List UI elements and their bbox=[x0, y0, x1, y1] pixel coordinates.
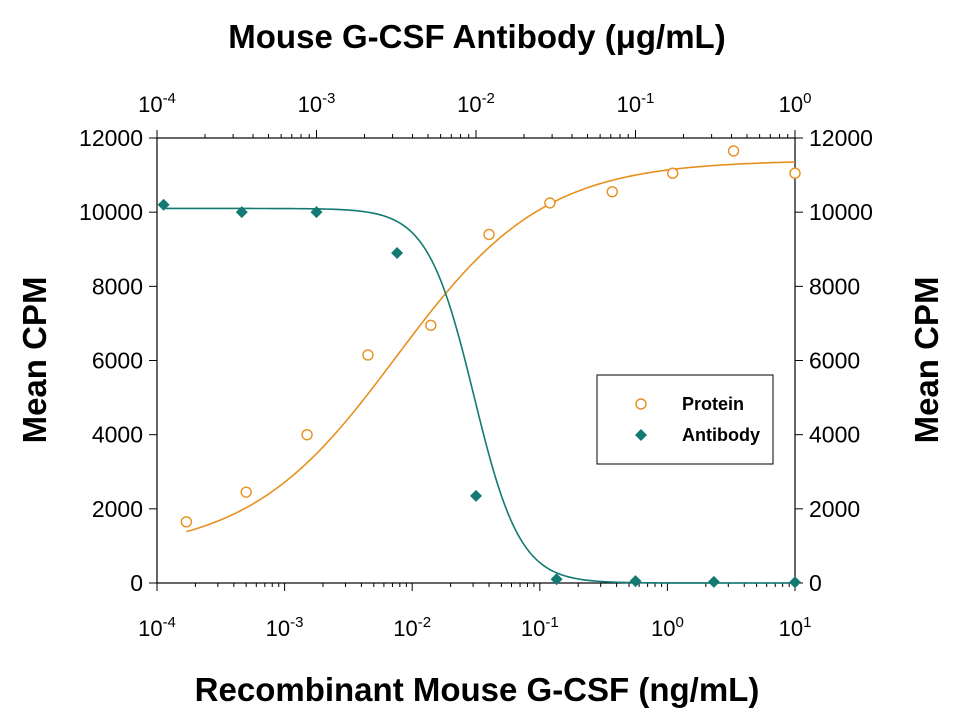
data-point-protein bbox=[666, 167, 679, 179]
data-point-protein bbox=[727, 145, 740, 157]
y-right-tick-label: 0 bbox=[809, 570, 822, 596]
y-axis-title-left: Mean CPM bbox=[16, 277, 53, 444]
x-bottom-tick-label: 10-3 bbox=[266, 614, 304, 641]
y-right-tick-label: 8000 bbox=[809, 273, 860, 299]
data-point-antibody bbox=[707, 575, 720, 588]
y-left-tick-label: 6000 bbox=[92, 348, 143, 374]
y-left-tick-label: 8000 bbox=[92, 273, 143, 299]
x-top-tick-label: 10-1 bbox=[617, 90, 655, 117]
data-point-protein bbox=[240, 486, 252, 498]
fit-curve-protein bbox=[186, 161, 796, 533]
y-left-tick-label: 10000 bbox=[79, 199, 143, 225]
y-left-tick-label: 12000 bbox=[79, 125, 143, 151]
curves-layer bbox=[163, 161, 796, 584]
x-bottom-tick-label: 101 bbox=[779, 614, 812, 641]
legend-protein-label: Protein bbox=[682, 394, 744, 414]
data-point-antibody bbox=[310, 206, 323, 219]
data-point-protein bbox=[425, 319, 437, 331]
y-left-tick-label: 0 bbox=[130, 570, 143, 596]
x-top-tick-label: 100 bbox=[779, 90, 812, 117]
x-axis-title: Recombinant Mouse G-CSF (ng/mL) bbox=[195, 671, 760, 708]
y-right-tick-label: 10000 bbox=[809, 199, 873, 225]
y-left-tick-label: 4000 bbox=[92, 422, 143, 448]
x-bottom-tick-label: 100 bbox=[651, 614, 684, 641]
points-layer bbox=[157, 145, 801, 589]
top-axis-title: Mouse G-CSF Antibody (μg/mL) bbox=[228, 18, 725, 55]
x-bottom-tick-label: 10-4 bbox=[138, 614, 176, 641]
x-bottom-tick-label: 10-1 bbox=[521, 614, 559, 641]
x-top-tick-label: 10-4 bbox=[138, 90, 176, 117]
data-point-protein bbox=[180, 516, 193, 528]
axes-layer: 10-4 10-3 10-2 10-1 100 101 10-4 10-3 10-2 10-1 10… bbox=[79, 90, 873, 641]
y-right-tick-label: 4000 bbox=[809, 422, 860, 448]
data-point-protein bbox=[362, 349, 374, 361]
y-right-tick-label: 6000 bbox=[809, 348, 860, 374]
legend-protein-marker bbox=[635, 398, 647, 410]
y-axis-title-right: Mean CPM bbox=[908, 277, 945, 444]
legend-antibody-marker bbox=[635, 429, 647, 441]
data-point-antibody bbox=[789, 576, 801, 589]
y-left-tick-label: 2000 bbox=[92, 496, 143, 522]
data-point-antibody bbox=[470, 489, 482, 502]
data-point-protein bbox=[301, 428, 313, 441]
x-bottom-tick-label: 10-2 bbox=[393, 614, 431, 641]
data-point-protein bbox=[483, 228, 495, 241]
data-point-antibody bbox=[235, 206, 248, 219]
legend: Protein Antibody bbox=[596, 374, 774, 465]
x-top-tick-label: 10-2 bbox=[457, 90, 495, 117]
data-point-antibody bbox=[157, 198, 170, 211]
y-right-tick-label: 2000 bbox=[809, 496, 860, 522]
data-point-antibody bbox=[391, 246, 404, 259]
data-point-protein bbox=[606, 186, 619, 198]
plot-area bbox=[156, 137, 796, 584]
legend-box bbox=[596, 374, 774, 465]
data-point-protein bbox=[789, 167, 801, 179]
fit-curve-antibody bbox=[163, 207, 795, 584]
y-right-tick-label: 12000 bbox=[809, 125, 873, 151]
data-point-protein bbox=[544, 197, 556, 209]
data-point-antibody bbox=[550, 573, 563, 586]
legend-antibody-label: Antibody bbox=[682, 425, 760, 445]
x-top-tick-label: 10-3 bbox=[298, 90, 336, 117]
data-point-antibody bbox=[629, 575, 642, 588]
